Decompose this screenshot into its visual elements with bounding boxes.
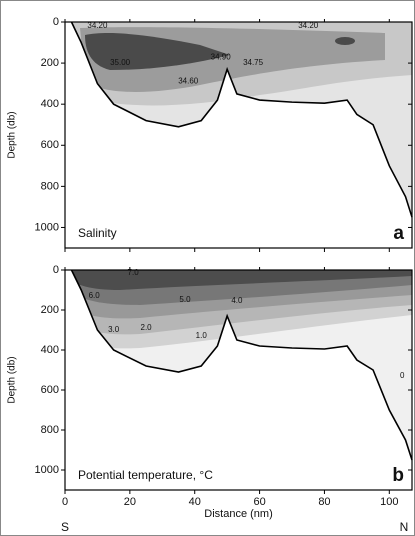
x-axis-label: Distance (nm) <box>204 508 272 520</box>
y-tick-label: 600 <box>41 384 59 396</box>
contour-label: 1.0 <box>196 331 208 340</box>
y-tick-label: 800 <box>41 180 59 192</box>
y-tick-label: 1000 <box>35 221 59 233</box>
panel-title: Potential temperature, °C <box>78 468 213 482</box>
band <box>335 37 355 45</box>
contour-label: 0 <box>400 371 405 380</box>
contour-label: 34.20 <box>87 21 108 30</box>
contour-label: 34.20 <box>298 21 319 30</box>
band <box>65 270 412 290</box>
contour-label: 7.0 <box>128 268 140 277</box>
y-tick-label: 600 <box>41 139 59 151</box>
y-tick-label: 1000 <box>35 464 59 476</box>
contour-label: 34.75 <box>243 58 264 67</box>
panel-letter: b <box>392 465 404 486</box>
x-end-label: N <box>400 520 409 534</box>
contour-label: 34.60 <box>178 77 199 86</box>
y-tick-label: 0 <box>53 16 59 28</box>
y-axis-label: Depth (db) <box>7 356 18 403</box>
y-tick-label: 400 <box>41 344 59 356</box>
contour-label: 35.00 <box>110 58 131 67</box>
contour-label: 3.0 <box>108 325 120 334</box>
bottom-profile <box>70 21 413 218</box>
seafloor <box>65 22 412 248</box>
y-tick-label: 200 <box>41 57 59 69</box>
plot-frame <box>64 21 413 249</box>
x-tick-label: 80 <box>318 496 330 508</box>
y-tick-label: 800 <box>41 424 59 436</box>
x-tick-label: 20 <box>124 496 136 508</box>
x-tick-label: 0 <box>62 496 68 508</box>
contour-label: 6.0 <box>89 291 101 300</box>
plot-frame <box>64 269 413 491</box>
bottom-profile <box>70 269 413 461</box>
panel-letter: a <box>393 223 404 244</box>
y-tick-label: 0 <box>53 264 59 276</box>
panel-title: Salinity <box>78 226 117 240</box>
contour-label: 2.0 <box>141 323 153 332</box>
x-tick-label: 100 <box>380 496 398 508</box>
y-tick-label: 200 <box>41 304 59 316</box>
x-start-label: S <box>61 520 69 534</box>
y-axis-label: Depth (db) <box>7 111 18 158</box>
contour-label: 5.0 <box>179 295 191 304</box>
x-tick-label: 40 <box>189 496 201 508</box>
seafloor <box>65 270 412 490</box>
contour-label: 34.90 <box>211 52 232 61</box>
band <box>85 33 230 70</box>
contour-label: 4.0 <box>231 296 243 305</box>
x-tick-label: 60 <box>253 496 265 508</box>
y-tick-label: 400 <box>41 98 59 110</box>
